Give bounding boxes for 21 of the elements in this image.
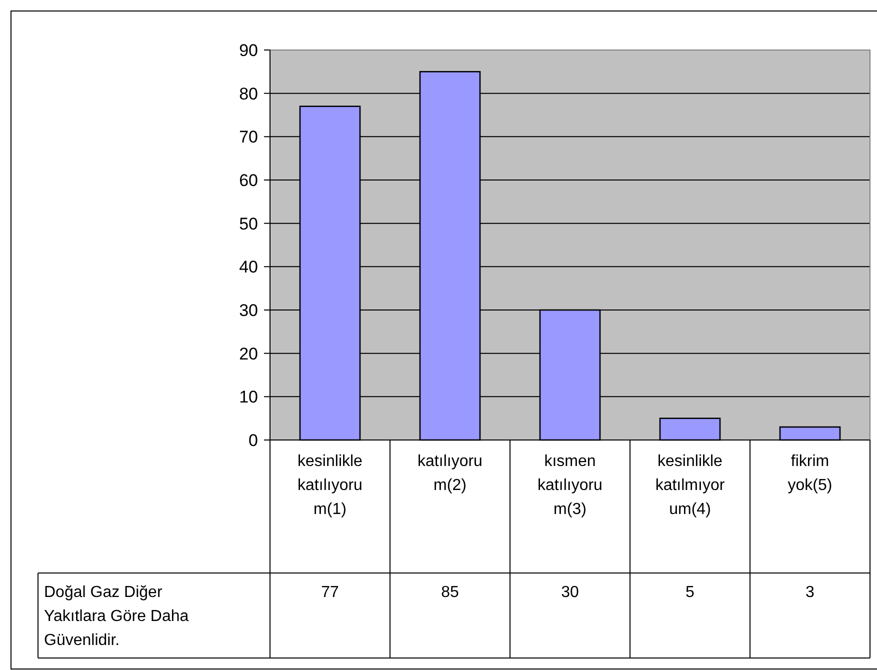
y-tick-label: 80 [239, 84, 258, 104]
y-tick-label: 40 [239, 258, 258, 277]
x-tick-label: kısmen katılıyorum(3) [538, 453, 602, 518]
x-tick-label: fikrim yok(5) [788, 453, 832, 494]
x-tick-label: kesinlikle katılıyorum(1) [298, 453, 363, 518]
data-label: 77 [321, 584, 339, 601]
data-label: 5 [686, 584, 695, 601]
y-tick-label: 30 [239, 300, 258, 320]
y-tick-label: 50 [239, 214, 258, 234]
y-tick-label: 0 [248, 430, 258, 450]
data-label: 3 [806, 584, 815, 601]
y-tick-label: 90 [239, 40, 258, 60]
data-label: 85 [441, 584, 459, 601]
data-label: 30 [561, 584, 579, 601]
y-tick-label: 20 [239, 344, 258, 364]
text: Doğal Gaz Diğer Yakıtlara Göre Daha Güvenlidir. [44, 584, 189, 649]
x-tick-label: katılıyorum(2) [418, 453, 482, 494]
x-tick-label: kesinlikle katılmıyorum(4) [655, 453, 726, 518]
y-tick-label: 60 [239, 170, 258, 190]
y-tick-label: 70 [239, 128, 258, 147]
y-tick-label: 10 [239, 388, 258, 407]
